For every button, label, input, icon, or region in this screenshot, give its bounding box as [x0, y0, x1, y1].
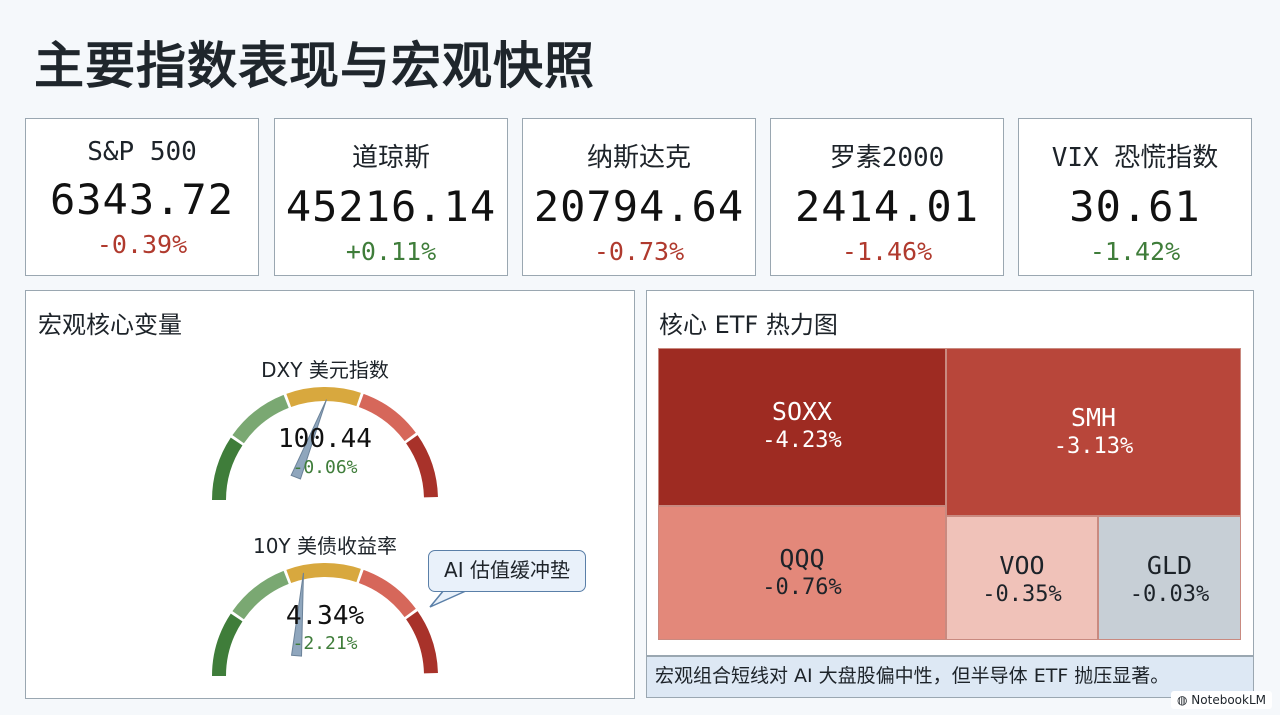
tile-ticker: VOO: [999, 551, 1045, 580]
index-card-vix: VIX 恐慌指数 30.61 -1.42%: [1018, 118, 1252, 276]
macro-panel-title: 宏观核心变量: [38, 311, 182, 339]
index-card-russell: 罗素2000 2414.01 -1.46%: [770, 118, 1004, 276]
heatmap-tile-voo: VOO -0.35%: [946, 516, 1098, 640]
tile-ticker: GLD: [1146, 551, 1193, 580]
index-name: 道琼斯: [351, 143, 430, 173]
gauge-segment: [286, 387, 361, 408]
index-value: 30.61: [1069, 182, 1201, 231]
index-name: 罗素2000: [829, 143, 945, 173]
gauge-value-dxy: 100.44: [278, 424, 372, 454]
heatmap-panel-title: 核心 ETF 热力图: [659, 311, 838, 339]
gauge-segment: [405, 611, 438, 674]
gauge-segment: [358, 393, 416, 442]
gauge-label-10y: 10Y 美债收益率: [252, 534, 398, 558]
heatmap-tile-qqq: QQQ -0.76%: [658, 506, 946, 640]
brand-label: NotebookLM: [1191, 693, 1266, 707]
tile-ticker: SMH: [1070, 403, 1117, 432]
index-name: S&P 500: [87, 137, 197, 167]
gauge-change-dxy: -0.06%: [292, 457, 358, 478]
tile-change: -3.13%: [1053, 434, 1134, 459]
tile-change: -0.35%: [982, 582, 1062, 607]
gauge-change-10y: -2.21%: [292, 633, 358, 654]
gauge-segment: [232, 570, 289, 620]
tile-change: -4.23%: [762, 428, 842, 453]
index-change: +0.11%: [345, 237, 437, 266]
gauge-dxy: [212, 387, 438, 501]
heatmap-tile-smh: SMH -3.13%: [946, 348, 1241, 516]
index-change: -0.39%: [96, 230, 188, 259]
callout-tail: [429, 589, 469, 608]
page-title: 主要指数表现与宏观快照: [34, 37, 595, 95]
gauge-segment: [212, 613, 243, 677]
summary-note: 宏观组合短线对 AI 大盘股偏中性，但半导体 ETF 抛压显著。: [646, 656, 1254, 698]
gauge-segment: [212, 437, 243, 501]
notebook-icon: ◍: [1177, 693, 1192, 707]
index-name: VIX 恐慌指数: [1051, 143, 1219, 173]
index-card-dow: 道琼斯 45216.14 +0.11%: [274, 118, 508, 276]
index-value: 2414.01: [794, 182, 979, 231]
gauge-segment: [405, 435, 438, 498]
tile-ticker: SOXX: [771, 397, 833, 426]
index-card-sp500: S&P 500 6343.72 -0.39%: [25, 118, 259, 276]
index-change: -1.46%: [841, 237, 933, 266]
tile-change: -0.76%: [762, 575, 842, 600]
gauge-needle: [290, 572, 304, 657]
heatmap-tile-gld: GLD -0.03%: [1098, 516, 1241, 640]
index-value: 45216.14: [285, 182, 497, 231]
index-change: -1.42%: [1089, 237, 1181, 266]
index-name: 纳斯达克: [586, 143, 691, 173]
tile-ticker: QQQ: [779, 544, 825, 573]
brand-watermark: ◍ NotebookLM: [1171, 691, 1272, 709]
heatmap-tile-soxx: SOXX -4.23%: [658, 348, 946, 506]
gauge-label-dxy: DXY 美元指数: [261, 358, 389, 382]
gauge-segment: [358, 569, 416, 618]
index-change: -0.73%: [593, 237, 685, 266]
tile-change: -0.03%: [1129, 582, 1210, 607]
index-value: 20794.64: [533, 182, 745, 231]
gauge-segment: [232, 394, 289, 444]
gauge-needle: [290, 399, 327, 480]
index-value: 6343.72: [49, 175, 234, 224]
gauge-value-10y: 4.34%: [285, 601, 365, 631]
callout-ai-buffer: AI 估值缓冲垫: [428, 550, 586, 592]
gauge-segment: [286, 563, 361, 584]
macro-panel: 宏观核心变量: [25, 290, 635, 699]
gauge-10y: [212, 563, 438, 677]
index-card-nasdaq: 纳斯达克 20794.64 -0.73%: [522, 118, 756, 276]
